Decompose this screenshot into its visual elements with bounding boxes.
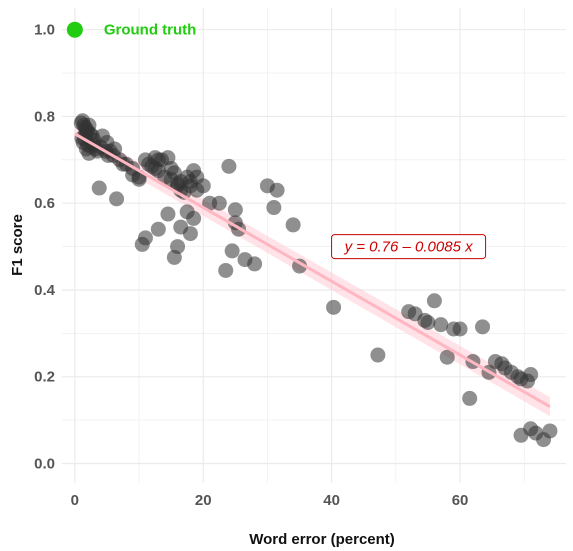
data-point: [433, 317, 449, 333]
data-point: [420, 314, 436, 330]
data-point: [452, 321, 468, 337]
equation-box: [331, 234, 487, 260]
data-point: [221, 158, 237, 174]
data-point: [195, 178, 211, 194]
ground-truth-point: [66, 21, 83, 38]
data-point: [285, 217, 301, 233]
data-point: [224, 243, 240, 259]
data-point: [166, 165, 182, 181]
data-point: [211, 195, 227, 211]
data-point: [160, 206, 176, 222]
y-tick-label: 0.0: [34, 455, 55, 472]
y-tick-label: 0.6: [34, 195, 55, 212]
data-point: [523, 367, 539, 383]
y-tick-label: 0.2: [34, 369, 55, 386]
data-point: [170, 239, 186, 255]
data-point: [266, 200, 282, 216]
y-tick-label: 0.8: [34, 108, 55, 125]
x-axis-title: Word error (percent): [249, 531, 395, 548]
x-tick-label: 0: [71, 492, 79, 509]
x-tick-label: 60: [452, 492, 469, 509]
data-point: [137, 230, 153, 246]
ground-truth-group: Ground truth: [66, 21, 196, 39]
data-point: [326, 299, 342, 315]
data-point: [370, 347, 386, 363]
data-point: [247, 256, 263, 272]
regression-equation: y = 0.76 – 0.0085 x: [344, 239, 474, 256]
data-point: [426, 293, 442, 309]
regression-line-group: [74, 132, 551, 408]
x-axis-ticks: 0 20 40 60: [71, 492, 469, 509]
ground-truth-label: Ground truth: [104, 22, 196, 39]
data-point: [182, 226, 198, 242]
equation-group: y = 0.76 – 0.0085 x: [331, 234, 487, 260]
x-tick-label: 40: [323, 492, 340, 509]
data-point: [150, 221, 166, 237]
data-point: [227, 202, 243, 218]
data-points: [73, 113, 558, 448]
data-point: [269, 182, 285, 198]
y-tick-label: 0.4: [34, 282, 56, 299]
data-point: [109, 191, 125, 207]
data-point: [91, 180, 107, 196]
data-point: [542, 423, 558, 439]
data-point: [475, 319, 491, 335]
data-point: [186, 210, 202, 226]
data-point: [523, 421, 539, 437]
data-point: [218, 262, 234, 278]
y-axis-ticks: 0.0 0.2 0.4 0.6 0.8 1.0: [34, 22, 56, 473]
y-axis-title: F1 score: [9, 214, 26, 276]
data-point: [439, 349, 455, 365]
y-tick-label: 1.0: [34, 22, 55, 39]
data-point: [107, 141, 123, 157]
data-point: [150, 152, 166, 168]
x-tick-label: 20: [195, 492, 212, 509]
regression-line: [74, 132, 551, 408]
data-point: [131, 171, 147, 187]
data-point: [462, 390, 478, 406]
